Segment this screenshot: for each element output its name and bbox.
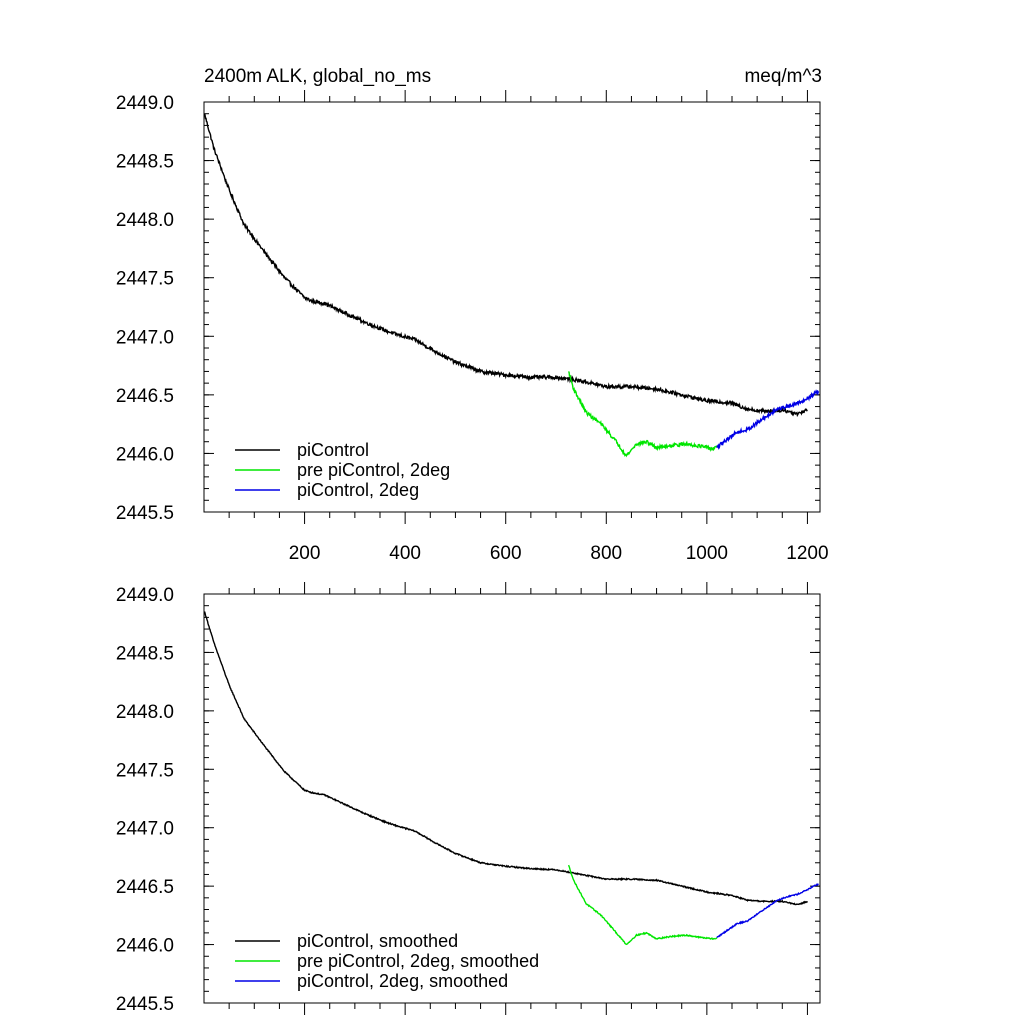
plot-frame [203,593,821,1004]
x-tick-label: 400 [389,543,421,564]
legend-label: piControl, 2deg [297,480,419,500]
y-tick-label: 2445.5 [116,994,174,1015]
series-line [716,389,820,451]
y-tick-label: 2448.5 [116,152,174,173]
legend-label: piControl [297,440,369,460]
legend-label: pre piControl, 2deg [297,460,450,480]
x-tick-label: 600 [490,543,522,564]
y-tick-label: 2446.0 [116,936,174,957]
series-line [716,883,819,938]
y-tick-label: 2448.0 [116,702,174,723]
plot-frame [203,101,821,513]
y-tick-label: 2447.0 [116,327,174,348]
y-tick-label: 2449.0 [116,93,174,114]
series-line [567,864,718,946]
y-tick-label: 2447.0 [116,819,174,840]
series-line [203,611,809,906]
y-tick-label: 2445.5 [116,503,174,524]
x-tick-label: 800 [590,543,622,564]
y-tick-label: 2446.5 [116,877,174,898]
legend-label: pre piControl, 2deg, smoothed [297,951,539,971]
y-tick-label: 2446.0 [116,444,174,465]
series-line [567,371,718,458]
x-tick-label: 1000 [686,543,728,564]
x-tick-label: 200 [289,543,321,564]
top-panel: 2445.5 2446.0 2446.5 2447.0 2447.5 2448.0 2448… [116,90,829,564]
x-tick-label: 1200 [786,543,828,564]
y-tick-label: 2448.5 [116,643,174,664]
legend-label: piControl, 2deg, smoothed [297,971,508,991]
bottom-panel: 2445.5 2446.0 2446.5 2447.0 2447.5 2448.0 2448… [116,582,821,1015]
figure-units: meq/m^3 [744,66,822,87]
figure-title: 2400m ALK, global_no_ms [204,66,431,87]
series-line [203,113,808,418]
legend-label: piControl, smoothed [297,931,458,951]
y-tick-label: 2447.5 [116,760,174,781]
y-tick-label: 2447.5 [116,269,174,290]
y-tick-label: 2448.0 [116,210,174,231]
y-tick-label: 2449.0 [116,585,174,606]
y-tick-label: 2446.5 [116,386,174,407]
